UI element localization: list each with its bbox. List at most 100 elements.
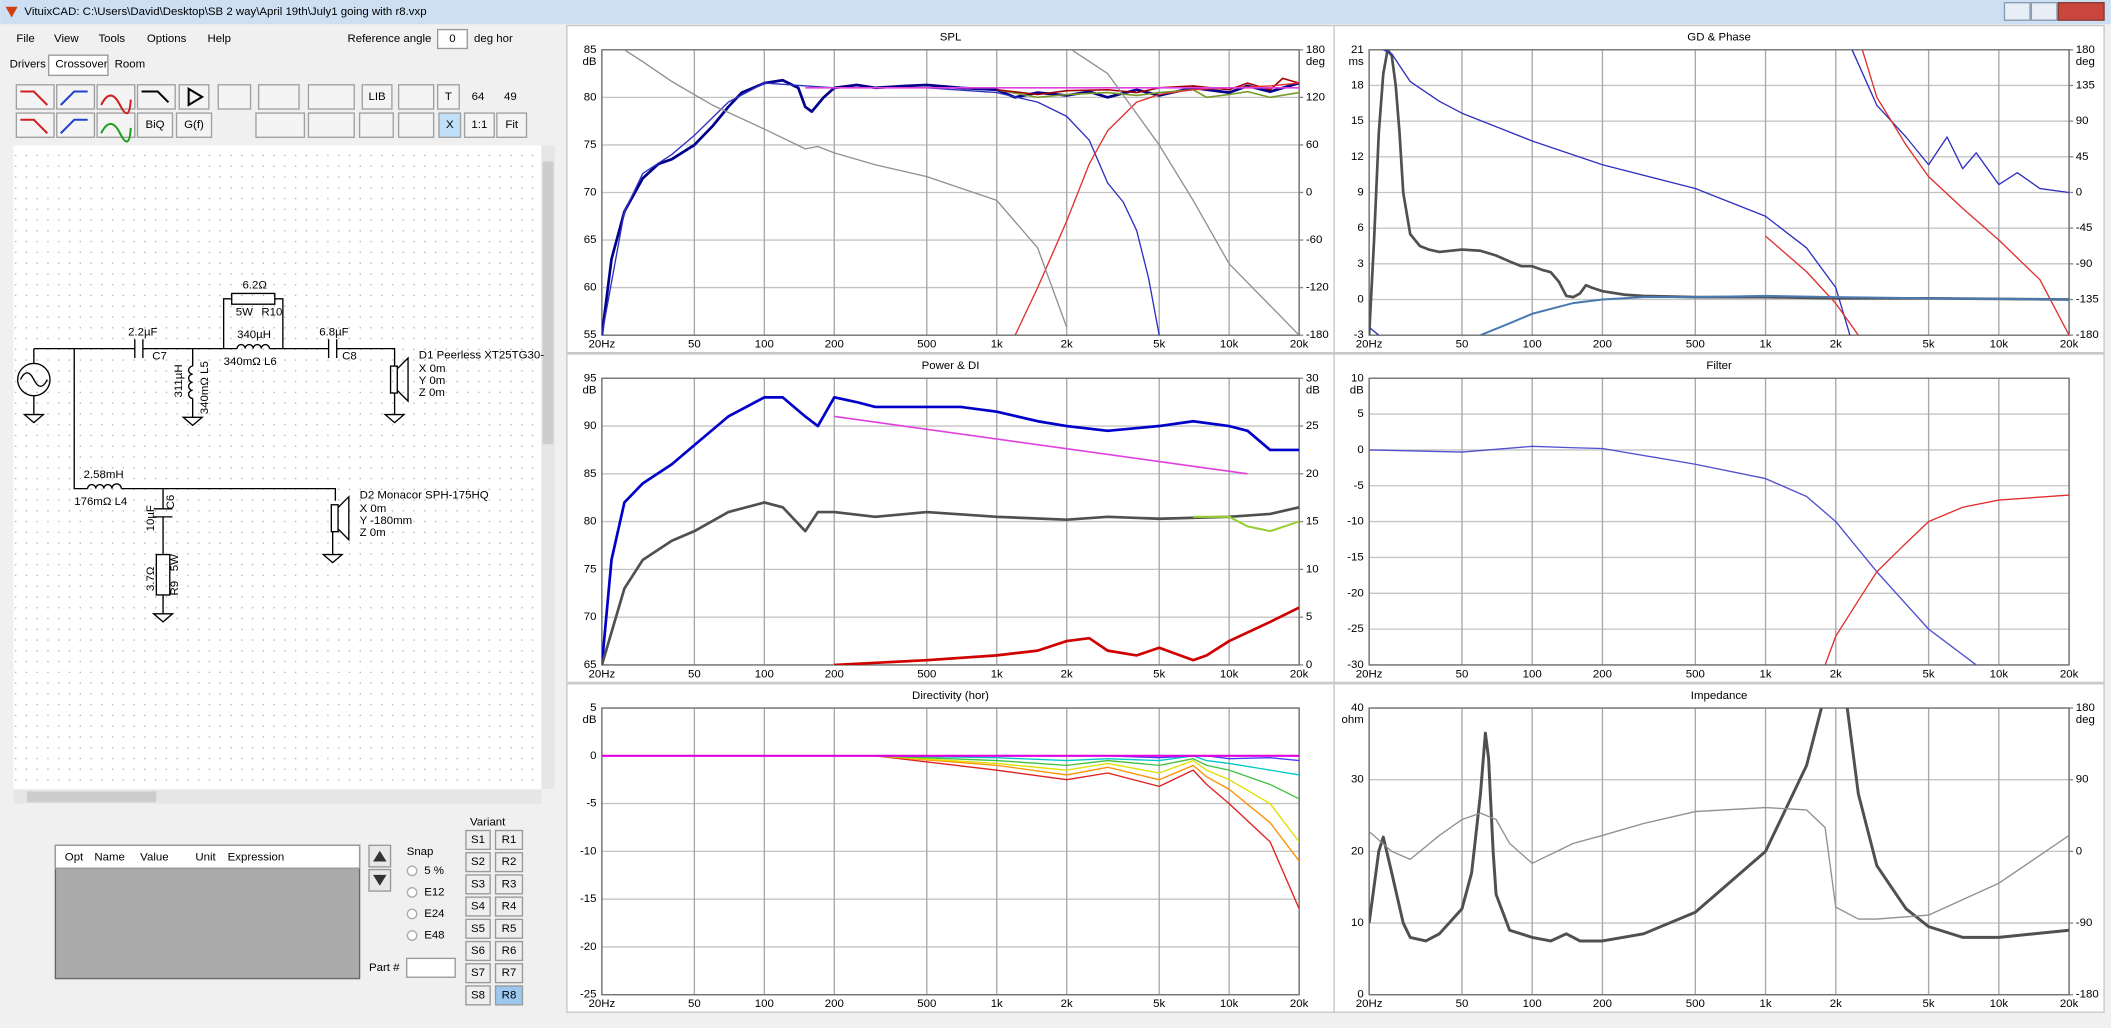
y-tick-label: -20	[580, 941, 597, 953]
variant-label: R1	[502, 834, 517, 846]
radio[interactable]	[406, 930, 418, 941]
y-tick-label: 75	[584, 563, 597, 575]
component-label: R9	[169, 581, 181, 596]
y2-tick-label: -180	[2076, 329, 2099, 341]
toolbar-button[interactable]	[136, 112, 174, 138]
x-tick-label: 2k	[1061, 339, 1073, 351]
toolbar-icons[interactable]	[15, 84, 435, 138]
y2-tick-label: 0	[1306, 187, 1312, 199]
component-label: C8	[342, 351, 357, 363]
toolbar-button[interactable]	[438, 112, 462, 138]
y-tick-label: -20	[1347, 587, 1364, 599]
x-tick-label: 10k	[1220, 339, 1239, 351]
component-label: X 0m	[419, 363, 446, 375]
x-tick-label: 1k	[1759, 339, 1771, 351]
button-label: T	[445, 91, 452, 103]
snap-option: E24	[424, 908, 445, 920]
radio[interactable]	[406, 908, 418, 920]
radio[interactable]	[406, 887, 418, 898]
y-unit: ohm	[1341, 714, 1363, 726]
variant-label: S2	[471, 856, 485, 868]
series-line	[834, 415, 1248, 475]
variant-s[interactable]	[465, 896, 491, 917]
variant-s[interactable]	[465, 918, 491, 939]
part-number-input[interactable]	[406, 957, 456, 978]
x-tick-label: 1k	[991, 668, 1003, 680]
variant-r[interactable]	[494, 985, 524, 1006]
x-tick-label: 1k	[991, 339, 1003, 351]
tab[interactable]	[47, 54, 109, 77]
y-tick-label: 0	[590, 750, 596, 762]
variant-r[interactable]	[494, 852, 524, 873]
y-tick-label: 0	[1357, 294, 1363, 306]
radio[interactable]	[406, 865, 418, 877]
y2-tick-label: -90	[2076, 258, 2093, 270]
tab-label: Drivers	[10, 59, 46, 71]
y-tick-label: 0	[1357, 444, 1363, 456]
y2-tick-label: 90	[2076, 774, 2089, 786]
h-scroll-thumb[interactable]	[27, 791, 157, 803]
x-tick-label: 10k	[1990, 339, 2009, 351]
x-tick-label: 500	[1686, 339, 1705, 351]
variant-label: R2	[502, 856, 517, 868]
variant-r[interactable]	[494, 940, 524, 962]
y2-tick-label: 10	[1306, 563, 1319, 575]
angle-input[interactable]	[436, 28, 468, 50]
chart-title: GD & Phase	[1687, 32, 1751, 44]
x-tick-label: 5k	[1923, 998, 1935, 1010]
variant-s[interactable]	[465, 985, 491, 1006]
y2-tick-label: 30	[1306, 372, 1319, 384]
x-tick-label: 20k	[2060, 998, 2079, 1010]
button-label: 1:1	[471, 119, 487, 131]
variant-r[interactable]	[494, 918, 524, 939]
toolbar-button[interactable]	[175, 112, 213, 138]
count: 49	[504, 91, 517, 103]
toolbar-button[interactable]	[496, 112, 528, 138]
x-tick-label: 20Hz	[1356, 668, 1383, 680]
toolbar-button[interactable]	[361, 84, 393, 110]
snap-option: E12	[424, 886, 444, 898]
y2-tick-label: -180	[1306, 329, 1329, 341]
component-label: C6	[165, 495, 177, 510]
y2-tick-label: -45	[2076, 222, 2093, 234]
x-tick-label: 100	[755, 339, 774, 351]
parts-table-header	[54, 844, 361, 869]
window-controls[interactable]	[2003, 2, 2105, 21]
x-tick-label: 2k	[1830, 668, 1842, 680]
x-tick-label: 100	[755, 998, 774, 1010]
variant-label: R3	[502, 878, 517, 890]
x-tick-label: 20k	[1290, 339, 1309, 351]
variant-s[interactable]	[465, 852, 491, 873]
y-tick-label: 20	[1351, 845, 1364, 857]
app-icon	[5, 6, 18, 18]
y2-unit: dB	[1306, 384, 1320, 396]
component-label: 340mΩ L6	[224, 356, 277, 368]
variant-s[interactable]	[465, 940, 491, 962]
toolbar-button[interactable]	[463, 112, 495, 138]
variant-s[interactable]	[465, 829, 491, 851]
y-tick-label: 85	[584, 44, 597, 56]
variant-r[interactable]	[494, 829, 524, 851]
variant-s[interactable]	[465, 963, 491, 984]
v-scroll-thumb[interactable]	[542, 161, 554, 445]
component-label: D1 Peerless XT25TG30-	[419, 349, 544, 361]
variant-r[interactable]	[494, 896, 524, 917]
y-tick-label: 12	[1351, 151, 1364, 163]
variant-r[interactable]	[494, 874, 524, 895]
y-tick-label: 75	[584, 139, 597, 151]
variant-s[interactable]	[465, 874, 491, 895]
variant-r[interactable]	[494, 963, 524, 984]
x-tick-label: 100	[755, 668, 774, 680]
y2-tick-label: -120	[1306, 282, 1329, 294]
series-line	[624, 49, 1300, 336]
y-tick-label: 80	[584, 91, 597, 103]
x-tick-label: 20Hz	[589, 339, 616, 351]
menu-item: Options	[147, 33, 187, 45]
y-tick-label: 0	[1357, 989, 1363, 1001]
toolbar-button[interactable]	[436, 84, 460, 110]
y2-unit: deg	[1306, 56, 1325, 68]
y2-tick-label: -180	[2076, 989, 2099, 1001]
y-tick-label: -10	[580, 845, 597, 857]
series-line	[601, 82, 1160, 336]
variant-label: R7	[502, 967, 517, 979]
